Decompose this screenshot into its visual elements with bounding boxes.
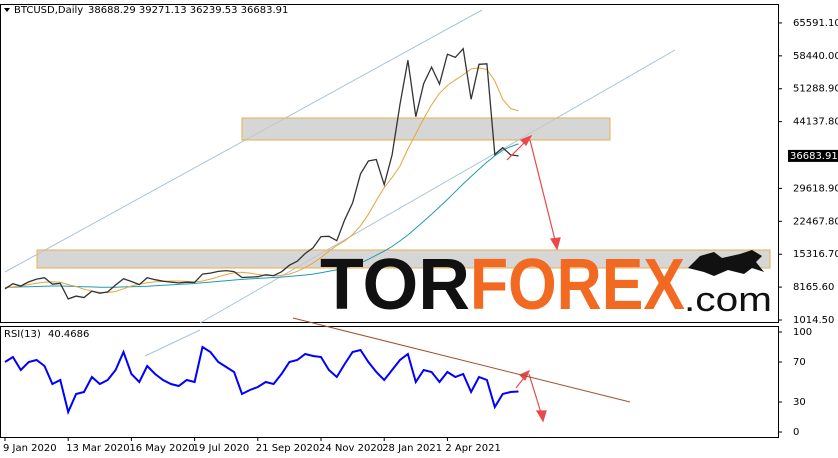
bull-icon xyxy=(688,250,764,276)
y-tick-label: 70 xyxy=(793,357,806,368)
rsi-trend-line xyxy=(292,317,631,403)
channel-line xyxy=(4,9,483,273)
y-tick-label: 100 xyxy=(793,327,812,338)
y-tick-label: 44137.80 xyxy=(793,117,838,128)
chart-title: BTCUSD,Daily xyxy=(14,5,83,16)
x-tick-label: 9 Jan 2020 xyxy=(3,443,57,454)
y-tick-label: 0 xyxy=(793,427,799,438)
y-tick-label: 15316.70 xyxy=(793,249,838,260)
y-tick-label: 65591.10 xyxy=(793,18,838,29)
y-tick-label: 30 xyxy=(793,397,806,408)
rsi-channel-line xyxy=(144,329,201,357)
x-tick-label: 21 Sep 2020 xyxy=(256,443,319,454)
x-tick-label: 13 Mar 2020 xyxy=(66,443,129,454)
x-tick-label: 24 Nov 2020 xyxy=(319,443,383,454)
annotations xyxy=(506,134,561,423)
rsi-panel-frame xyxy=(0,326,779,438)
x-tick-label: 16 May 2020 xyxy=(129,443,194,454)
price-line xyxy=(4,47,519,300)
resistance-zone xyxy=(241,117,611,141)
watermark-text: TOR xyxy=(320,245,470,325)
arrow-head xyxy=(535,410,547,423)
arrow-head xyxy=(519,134,533,146)
arrow-head xyxy=(550,237,561,251)
support-zone xyxy=(36,249,771,269)
x-tick-label: 19 Jul 2020 xyxy=(193,443,250,454)
y-tick-label: 8165.60 xyxy=(793,282,834,293)
y-tick-label: 51288.90 xyxy=(793,84,838,95)
last-price-box xyxy=(788,149,838,162)
rsi-line xyxy=(4,345,519,416)
last-price-label: 36683.91 xyxy=(790,151,838,162)
rsi-title: RSI(13) xyxy=(4,329,41,340)
y-tick-label: 1014.50 xyxy=(793,315,834,326)
watermark-text: FOREX xyxy=(470,245,685,325)
rsi-value: 40.4686 xyxy=(48,329,89,340)
price-line xyxy=(4,143,519,288)
price-line xyxy=(4,67,519,293)
arrow-line xyxy=(528,373,543,417)
chart-subtitle: 38688.29 39271.13 36239.53 36683.91 xyxy=(88,5,288,16)
y-tick-label: 58440.00 xyxy=(793,51,838,62)
x-tick-label: 2 Apr 2021 xyxy=(445,443,500,454)
arrow-line xyxy=(529,139,557,245)
price-panel-frame xyxy=(0,4,779,323)
x-tick-label: 28 Jan 2021 xyxy=(382,443,442,454)
marks-layer xyxy=(4,47,519,416)
y-tick-label: 22467.80 xyxy=(793,216,838,227)
y-tick-label: 29618.90 xyxy=(793,183,838,194)
watermark: TOR FOREX .com xyxy=(320,245,772,325)
menu-arrow xyxy=(4,8,10,12)
watermark-suffix: .com xyxy=(684,281,772,319)
